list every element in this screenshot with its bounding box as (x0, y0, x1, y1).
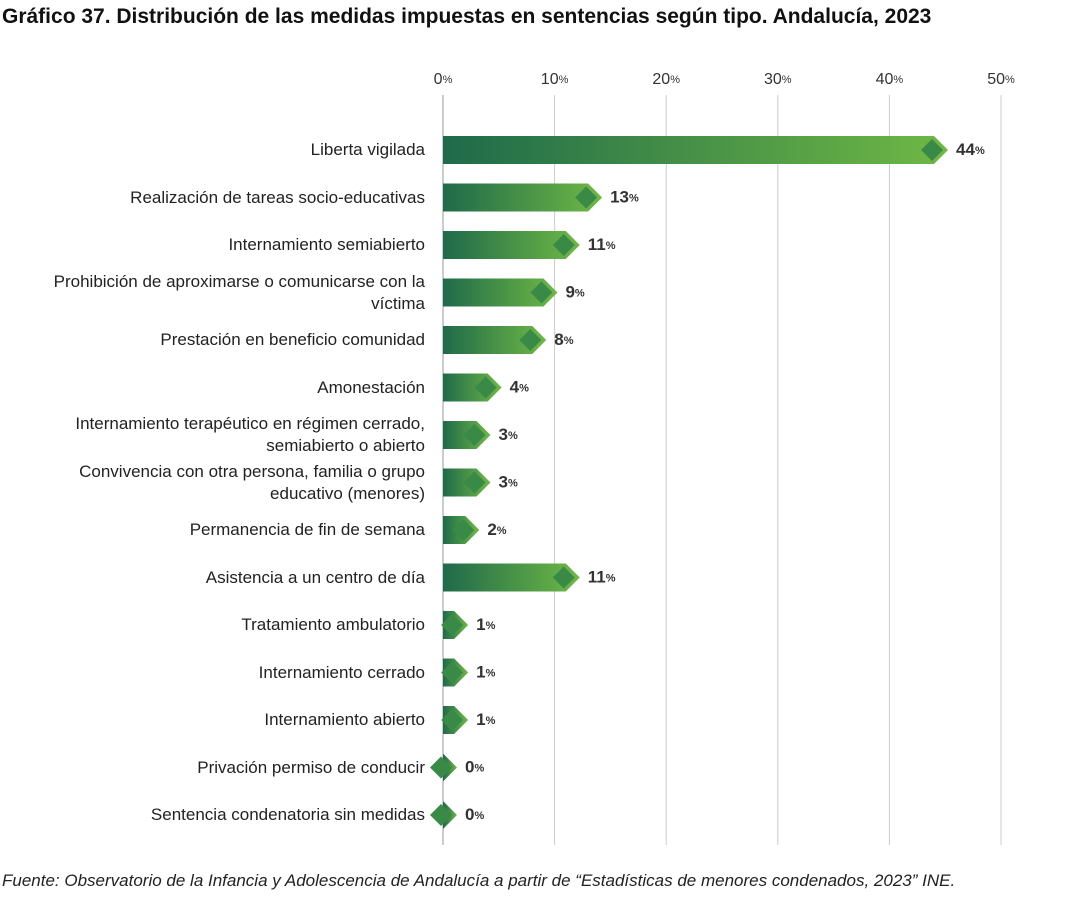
category-label: Amonestación (317, 377, 425, 397)
value-label: 13% (610, 188, 639, 207)
bar-marker (441, 661, 464, 684)
bar (443, 231, 580, 259)
bar (443, 183, 603, 212)
category-label: Liberta vigilada (310, 140, 425, 159)
source-note: Fuente: Observatorio de la Infancia y Ad… (2, 871, 956, 890)
bar-marker (441, 614, 464, 636)
bar (443, 136, 949, 164)
value-label: 1% (476, 710, 495, 729)
category-label: Internamiento semiabierto (228, 235, 425, 254)
category-label: Permanencia de fin de semana (189, 520, 425, 539)
bar-marker (519, 329, 542, 351)
value-label: 9% (565, 283, 584, 302)
bar-marker (430, 756, 452, 779)
value-label: 3% (498, 425, 517, 444)
x-tick-label: 40% (876, 71, 904, 88)
bar (443, 563, 580, 592)
value-label: 2% (487, 520, 506, 539)
x-tick-label: 30% (764, 71, 792, 88)
chart-title: Gráfico 37. Distribución de las medidas … (2, 5, 932, 28)
bar-marker (552, 566, 575, 589)
category-label: Internamiento abierto (264, 710, 425, 729)
category-label: Prohibición de aproximarse o comunicarse… (53, 271, 425, 313)
category-label: Prestación en beneficio comunidad (160, 330, 425, 349)
bar-marker (552, 234, 575, 256)
value-label: 44% (956, 140, 985, 159)
value-label: 1% (476, 663, 495, 682)
value-label: 11% (588, 235, 616, 254)
category-label: Internamiento terapéutico en régimen cer… (75, 414, 425, 455)
bar-marker (463, 424, 486, 446)
category-label: Convivencia con otra persona, familia o … (79, 461, 425, 503)
x-tick-label: 50% (987, 71, 1015, 88)
value-label: 1% (476, 615, 495, 634)
value-label: 4% (510, 378, 529, 397)
category-label: Asistencia a un centro de día (205, 567, 425, 587)
bar-marker (441, 709, 464, 731)
value-label: 8% (554, 330, 573, 349)
bar-marker (474, 376, 497, 399)
bar-marker (452, 519, 475, 541)
x-tick-label: 0% (434, 71, 453, 88)
bar-marker (575, 186, 598, 209)
bar-marker (530, 281, 553, 304)
bar-marker (463, 471, 486, 494)
category-label: Internamiento cerrado (258, 662, 425, 682)
value-label: 0% (465, 758, 484, 777)
bar-marker (921, 139, 944, 161)
x-tick-label: 20% (652, 71, 680, 88)
value-label: 0% (465, 805, 484, 824)
category-label: Privación permiso de conducir (197, 757, 425, 777)
value-label: 3% (498, 473, 517, 492)
category-label: Realización de tareas socio-educativas (130, 187, 425, 207)
bar-marker (430, 804, 452, 826)
x-tick-label: 10% (541, 71, 569, 88)
value-label: 11% (588, 568, 616, 587)
bar (443, 278, 558, 307)
bar (443, 326, 547, 354)
category-label: Tratamiento ambulatorio (241, 615, 425, 634)
category-label: Sentencia condenatoria sin medidas (150, 805, 425, 824)
